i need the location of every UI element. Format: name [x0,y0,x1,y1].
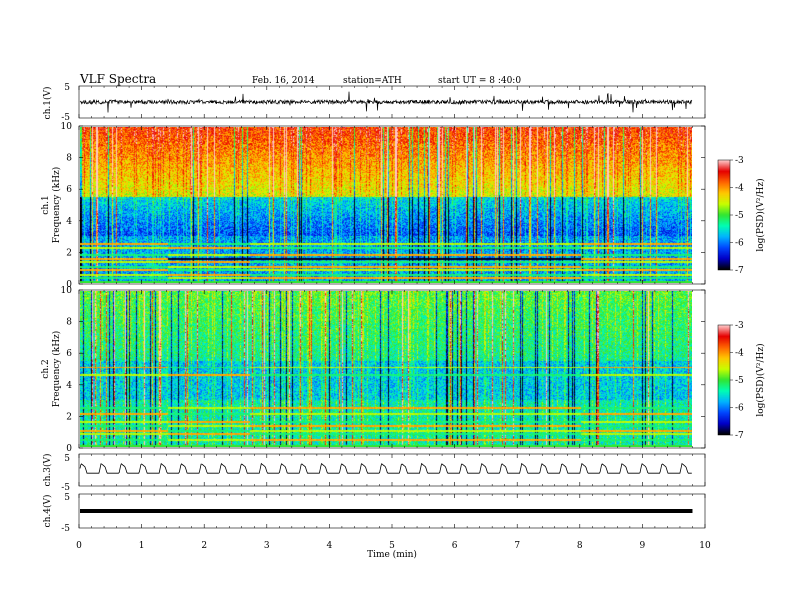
ch2-colorbar: -3 -4 -5 -6 -7 log(PSD)(V²/Hz) [717,321,766,441]
ch2-colorbar-gradient [718,325,730,435]
y-tick-label-8: 8 [66,318,72,328]
y-tick-label-4: 4 [66,217,72,227]
ch1-colorbar-gradient [718,160,730,270]
y-tick-label-10: 10 [61,286,73,296]
colorbar-tick-label: -5 [735,376,744,386]
ch1-spectrogram-canvas-holder [80,127,692,283]
ch1-waveform-line [79,91,693,113]
ch2-spectrogram-canvas-holder [80,291,692,447]
x-tick-label-8: 8 [577,541,583,551]
x-tick-label-6: 6 [452,541,458,551]
ch1-colorbar-holder [718,160,730,270]
y-tick-label-6: 6 [66,349,72,359]
ch1-spectrogram-yticks: 0 2 4 6 8 10 [61,122,705,290]
y-tick-label-10: 10 [61,122,73,132]
ch3-waveform-panel: 5 -5 ch.3(V) [42,453,706,493]
ch1-waveform-ylabel: ch.1(V) [42,87,53,120]
y-tick-label-4: 4 [66,381,72,391]
ch3-waveform-ytick-top: 5 [64,454,70,464]
ch3-waveform-frame [78,453,706,487]
x-tick-label-0: 0 [76,541,82,551]
x-tick-label-4: 4 [327,541,333,551]
ch3-waveform-ylabel: ch.3(V) [42,454,53,487]
ch1-waveform-ytick-top: 5 [64,83,70,93]
x-tick-label-10: 10 [699,541,711,551]
colorbar-tick-label: -3 [735,321,744,331]
ch1-spectrogram-ylabel-channel: ch.1 [41,195,51,214]
x-tick-label-1: 1 [139,541,145,551]
x-tick-label-7: 7 [514,541,520,551]
x-tick-label-5: 5 [389,541,395,551]
ch2-spectrogram-yticks: 0 2 4 6 8 10 [61,286,705,454]
ch2-spectrogram-ylabel-frequency: Frequency (kHz) [51,331,62,408]
date-label: Feb. 16, 2014 [252,76,315,86]
start-time-label: start UT = 8 :40:0 [438,76,521,86]
colorbar-tick-label: -4 [735,349,744,359]
y-tick-label-8: 8 [66,154,72,164]
ch4-waveform-ytick-top: 5 [64,493,70,503]
ch3-waveform-line [79,462,692,474]
colorbar-tick-label: -3 [735,156,744,166]
colorbar-tick-label: -4 [735,184,744,194]
ch1-spectrogram-ylabel-frequency: Frequency (kHz) [51,167,62,244]
colorbar-tick-label: -7 [735,266,744,276]
ch2-spectrogram-panel: 0 2 4 6 8 10 ch.2 Frequency (kHz) [41,286,706,454]
time-axis-ticks: 0 1 2 3 4 5 6 7 8 9 10 [76,86,711,551]
time-axis-label: Time (min) [367,549,417,560]
ch2-colorbar-label: log(PSD)(V²/Hz) [755,343,766,416]
ch2-colorbar-holder [718,325,730,435]
colorbar-tick-label: -6 [735,404,744,414]
ch1-colorbar-ticks: -3 -4 -5 -6 -7 [730,156,744,276]
ch1-spectrogram-heatmap [80,127,692,283]
ch2-spectrogram-heatmap [80,291,692,447]
figure-title: VLF Spectra [79,72,156,86]
ch2-colorbar-ticks: -3 -4 -5 -6 -7 [730,321,744,441]
y-tick-label-2: 2 [66,412,72,422]
colorbar-tick-label: -5 [735,211,744,221]
x-tick-label-9: 9 [640,541,646,551]
colorbar-tick-label: -6 [735,239,744,249]
x-tick-label-3: 3 [264,541,270,551]
x-tick-label-2: 2 [201,541,207,551]
ch1-spectrogram-panel: 0 2 4 6 8 10 ch.1 Frequency (kHz) [41,122,706,290]
y-tick-label-6: 6 [66,185,72,195]
y-tick-label-2: 2 [66,248,72,258]
station-label: station=ATH [343,76,402,86]
ch4-waveform-ylabel: ch.4(V) [42,495,53,528]
ch1-colorbar: -3 -4 -5 -6 -7 log(PSD)(V²/Hz) [717,156,766,276]
colorbar-tick-label: -7 [735,431,744,441]
ch2-spectrogram-ylabel-channel: ch.2 [41,359,51,378]
ch1-waveform-ytick-bottom: -5 [61,113,70,123]
ch3-waveform-ytick-bottom: -5 [61,483,70,493]
y-tick-label-0: 0 [66,444,72,454]
ch1-colorbar-label: log(PSD)(V²/Hz) [755,178,766,251]
y-tick-label-0: 0 [66,280,72,290]
ch4-waveform-ytick-bottom: -5 [61,524,70,534]
